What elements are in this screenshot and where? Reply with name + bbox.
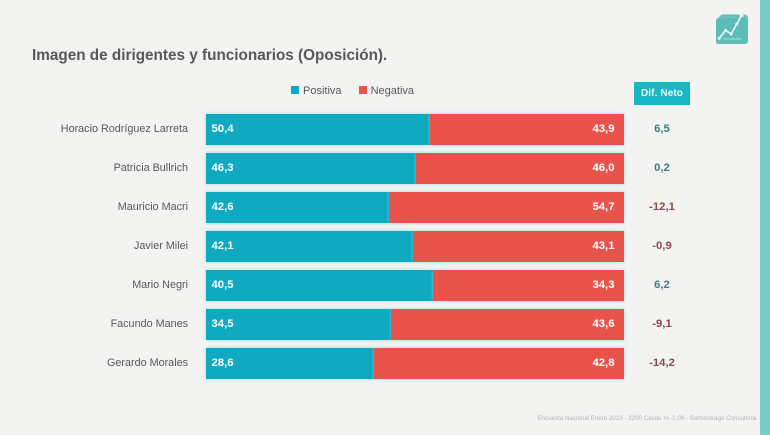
svg-text:Solmonitoreo: Solmonitoreo [723, 37, 742, 41]
